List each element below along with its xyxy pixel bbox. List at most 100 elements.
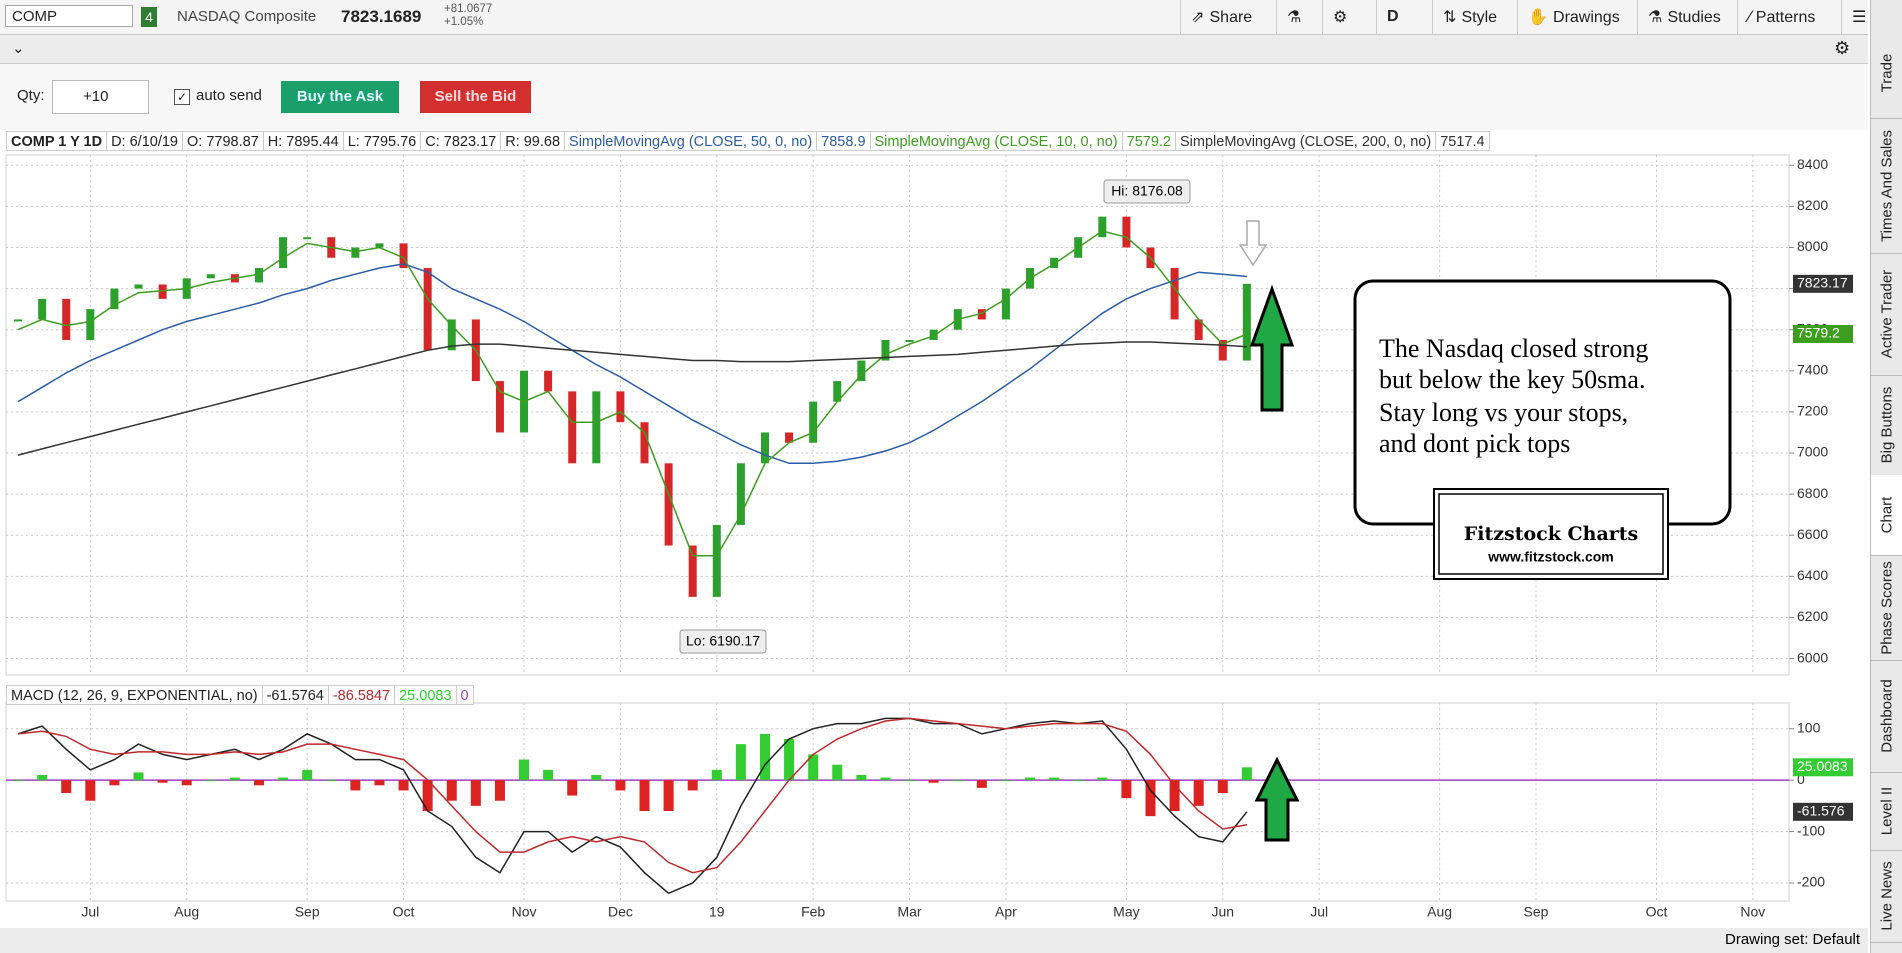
x-tick-label: Feb	[801, 904, 825, 920]
candle	[134, 284, 143, 289]
candle	[592, 391, 601, 464]
histogram-bar	[735, 744, 746, 781]
candle	[544, 370, 553, 392]
symbol-box[interactable]: COMP	[5, 5, 133, 27]
histogram-bar	[109, 780, 120, 786]
menu-button[interactable]: ☰	[1841, 0, 1868, 34]
qty-input[interactable]: +10	[52, 80, 149, 114]
settings-button[interactable]: ⚙	[1322, 0, 1377, 34]
y-tick-label: 6600	[1797, 526, 1828, 542]
candle	[977, 309, 986, 320]
y-tick-label: 8400	[1797, 156, 1828, 172]
studies-button[interactable]: ⚗ Studies	[1637, 0, 1758, 34]
value-badge-label: -61.576	[1797, 803, 1845, 819]
chart-settings[interactable]: ⚙	[1834, 38, 1851, 59]
y-tick-label: -200	[1797, 874, 1825, 890]
scrollbar[interactable]	[0, 928, 1868, 953]
period-button[interactable]: D	[1376, 0, 1433, 34]
side-tab[interactable]: Level II	[1871, 772, 1902, 851]
y-tick-label: 6800	[1797, 485, 1828, 501]
histogram-bar	[61, 780, 72, 793]
histogram-bar	[519, 759, 530, 781]
collapse-button[interactable]: ⌄	[12, 39, 25, 57]
study-name: SimpleMovingAvg (CLOSE, 200, 0, no)	[1175, 131, 1437, 151]
candle	[664, 463, 673, 546]
note-line: Stay long vs your stops,	[1379, 398, 1628, 427]
histogram-bar	[928, 780, 939, 783]
histogram-bar	[591, 775, 602, 781]
histogram-bar	[615, 780, 626, 791]
drawings-button[interactable]: ✋ Drawings	[1517, 0, 1658, 34]
histogram-bar	[1169, 780, 1180, 811]
toolbar: COMP 4 NASDAQ Composite 7823.1689 +81.06…	[0, 0, 1868, 35]
y-tick-label: 0	[1797, 771, 1805, 787]
side-tab[interactable]: Big Buttons	[1871, 375, 1902, 476]
link-group[interactable]: 4	[141, 7, 157, 27]
side-tab-label: Chart	[1878, 496, 1895, 534]
histogram-bar	[13, 780, 24, 782]
x-tick-label: Jul	[81, 904, 99, 920]
y-tick-label: -100	[1797, 822, 1825, 838]
study-value: 7579.2	[1121, 131, 1176, 151]
candle	[423, 268, 432, 351]
side-tab[interactable]: Active Trader	[1871, 253, 1902, 376]
sell-button[interactable]: Sell the Bid	[420, 81, 531, 113]
histogram-bar	[1097, 777, 1108, 781]
label: Patterns	[1755, 9, 1816, 26]
histogram-bar	[229, 777, 240, 781]
header-high: H: 7895.44	[262, 131, 344, 151]
price-panel	[5, 154, 1790, 676]
logo-url: www.fitzstock.com	[1487, 549, 1614, 565]
y-tick-label: 7200	[1797, 403, 1828, 419]
y-tick-label: 8200	[1797, 197, 1828, 213]
pct-change: +1.05%	[444, 16, 484, 28]
histogram-bar	[205, 780, 216, 782]
y-tick-label: 8000	[1797, 238, 1828, 254]
candle	[1122, 216, 1131, 248]
macd-value: 25.0083	[394, 685, 457, 705]
drawing-set[interactable]: Drawing set: Default	[1725, 931, 1861, 948]
histogram-bar	[1049, 777, 1060, 781]
annotation: Hi: 8176.08	[1111, 183, 1183, 199]
value-badge-label: 7579.2	[1797, 325, 1840, 341]
histogram-bar	[904, 780, 915, 782]
candle	[62, 298, 71, 340]
patterns-button[interactable]: ⁄ Patterns	[1737, 0, 1862, 34]
histogram-bar	[85, 780, 96, 801]
buy-button[interactable]: Buy the Ask	[281, 81, 399, 113]
side-tab[interactable]: Dashboard	[1871, 660, 1902, 773]
x-tick-label: Sep	[1524, 904, 1549, 920]
histogram-bar	[808, 754, 819, 781]
series-line	[17, 230, 1248, 557]
candle	[1098, 216, 1107, 238]
annotation-box	[1103, 179, 1191, 204]
style-button[interactable]: ⇅ Style	[1432, 0, 1538, 34]
auto-send-checkbox[interactable]: ✓	[174, 89, 190, 105]
x-tick-label: Apr	[995, 904, 1017, 920]
auto-send-label: auto send	[196, 87, 262, 104]
candle	[881, 339, 890, 361]
logo-title: Fitzstock Charts	[1464, 523, 1639, 545]
net-change: +81.0677	[444, 3, 493, 15]
x-tick-label: Sep	[295, 904, 320, 920]
header-low: L: 7795.76	[342, 131, 422, 151]
logo-inner	[1438, 493, 1664, 575]
side-tab[interactable]: Phase Scores	[1871, 555, 1902, 661]
histogram-bar	[446, 780, 457, 801]
side-tab[interactable]: Chart	[1871, 475, 1902, 556]
side-tab[interactable]: Times And Sales	[1871, 118, 1902, 254]
share-button[interactable]: ⇗ Share	[1180, 0, 1297, 34]
flask-button[interactable]: ⚗	[1276, 0, 1323, 34]
change: +81.0677 +1.05%	[444, 3, 492, 29]
candle	[857, 360, 866, 382]
candle	[1194, 319, 1203, 340]
header-range: R: 99.68	[500, 131, 566, 151]
histogram-bar	[976, 780, 987, 788]
side-tab[interactable]: Trade	[1871, 28, 1902, 119]
annotation-box	[679, 629, 767, 654]
side-tab[interactable]: Live News	[1871, 850, 1902, 943]
histogram-bar	[952, 780, 963, 782]
logo-box	[1433, 488, 1669, 580]
candle	[206, 274, 215, 279]
